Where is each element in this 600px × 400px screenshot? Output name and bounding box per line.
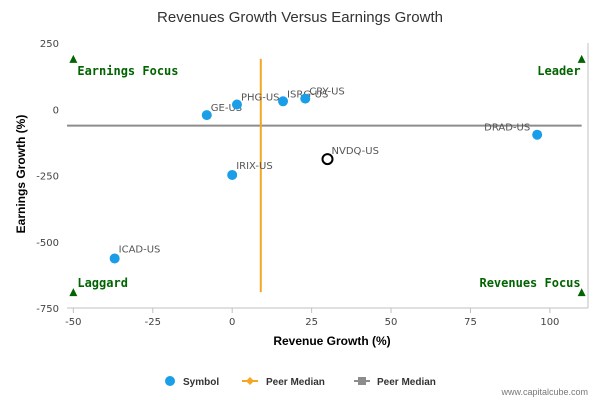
highlight-point <box>321 153 334 166</box>
x-tick-label: 0 <box>229 317 235 328</box>
y-tick-label: -750 <box>36 304 59 315</box>
data-point <box>227 169 238 180</box>
data-point <box>532 129 543 140</box>
plot-area <box>67 43 589 309</box>
quadrant-leader: Leader <box>537 64 580 78</box>
legend-square-marker <box>358 377 366 385</box>
data-point <box>278 96 289 107</box>
quadrant-labels: Earnings Focus Leader Laggard Revenues Focu… <box>69 54 586 297</box>
legend-symbol-marker <box>165 376 175 386</box>
corner-marker-icon <box>69 288 78 297</box>
legend: Symbol Peer Median Peer Median <box>165 376 436 388</box>
y-tick-label: 0 <box>53 105 59 116</box>
chart-title: Revenues Growth Versus Earnings Growth <box>157 9 443 26</box>
x-tick-label: -25 <box>145 317 161 328</box>
source-credit: www.capitalcube.com <box>500 387 588 397</box>
y-axis-title: Earnings Growth (%) <box>14 115 28 234</box>
quadrant-earnings-focus: Earnings Focus <box>77 64 178 78</box>
data-point <box>231 99 242 110</box>
quadrant-revenues-focus: Revenues Focus <box>479 276 580 290</box>
x-axis-ticks: -50 -25 0 25 50 75 100 <box>65 308 559 328</box>
x-tick-label: -50 <box>65 317 81 328</box>
corner-marker-icon <box>69 54 78 63</box>
data-point-label: PHG-US <box>241 92 280 103</box>
data-point <box>201 110 212 121</box>
data-point-label: CRY-US <box>309 87 345 98</box>
data-point <box>109 253 120 264</box>
x-tick-label: 25 <box>305 317 318 328</box>
y-tick-label: -250 <box>36 172 59 183</box>
legend-label: Symbol <box>183 377 219 388</box>
x-tick-label: 50 <box>385 317 398 328</box>
y-axis-ticks: 250 0 -250 -500 -750 <box>36 39 59 315</box>
data-points: GE-USPHG-USISRG-USCRY-USDRAD-USIRIX-USIC… <box>109 87 543 264</box>
corner-marker-icon <box>577 288 586 297</box>
x-tick-label: 100 <box>540 317 559 328</box>
legend-label: Peer Median <box>377 377 436 388</box>
peer-median-lines <box>67 58 582 293</box>
quadrant-laggard: Laggard <box>77 276 128 290</box>
data-point-label: GE-US <box>211 103 242 114</box>
x-tick-label: 75 <box>464 317 477 328</box>
legend-diamond-marker <box>246 377 254 385</box>
data-point-label: IRIX-US <box>236 161 272 172</box>
corner-marker-icon <box>577 54 586 63</box>
legend-label: Peer Median <box>266 377 325 388</box>
highlight-point-label: NVDQ-US <box>332 146 379 157</box>
data-point-label: ICAD-US <box>119 244 161 255</box>
x-axis-title: Revenue Growth (%) <box>273 334 390 348</box>
y-tick-label: 250 <box>40 39 59 50</box>
data-point-label: DRAD-US <box>484 123 530 134</box>
data-point <box>300 93 311 104</box>
y-tick-label: -500 <box>36 238 59 249</box>
